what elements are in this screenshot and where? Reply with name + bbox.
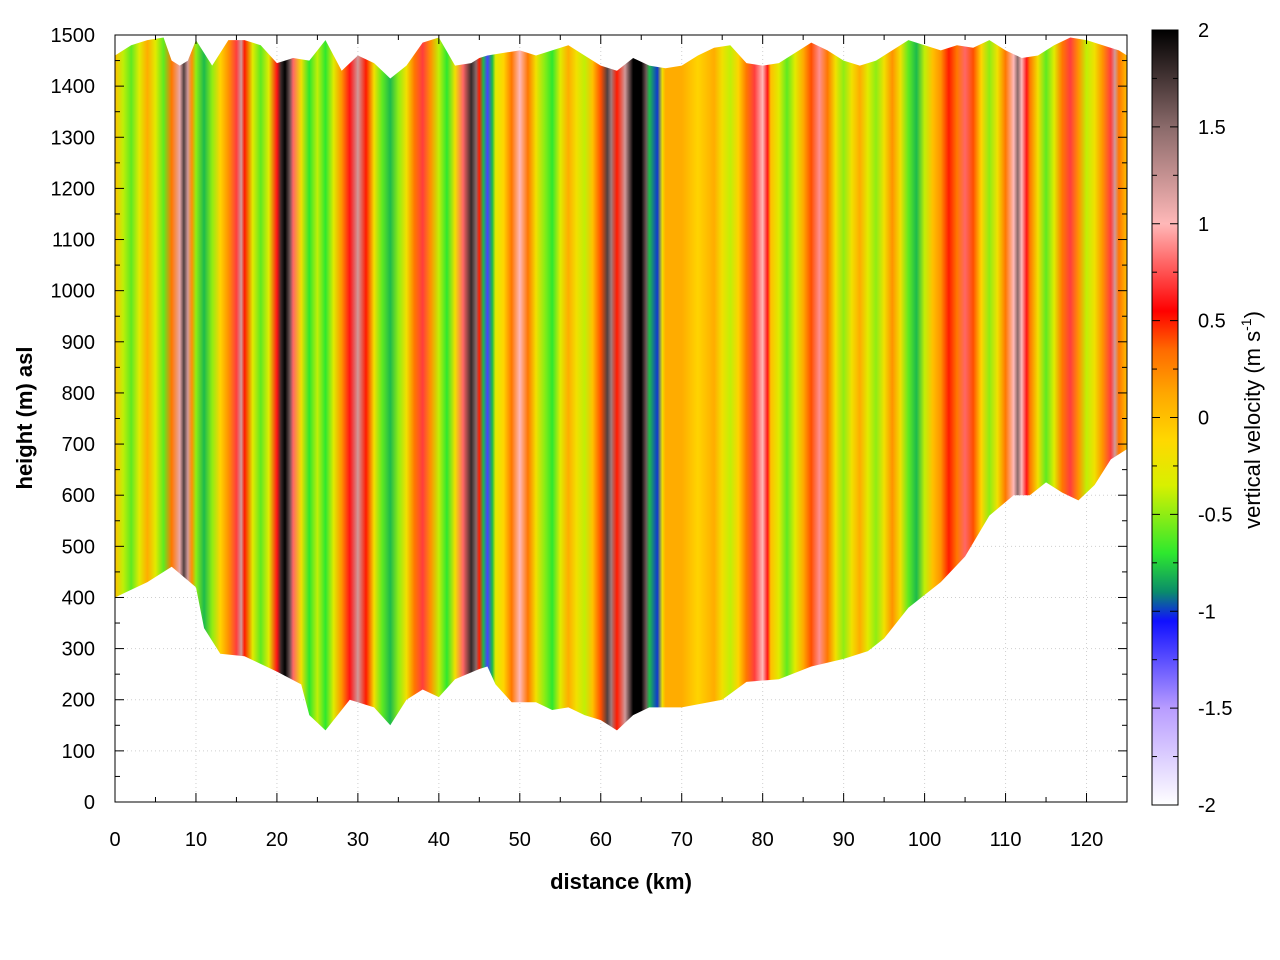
colorbar-tick-label: -0.5 [1198,504,1232,526]
y-axis: 0 100 200 300 400 500 600 700 800 900 1000 1100 1200… [51,25,1127,814]
y-axis-title: height (m) asl [12,346,37,489]
colorbar-tick-label: -1.5 [1198,698,1232,720]
x-tick-label: 40 [428,829,450,851]
x-tick-label: 20 [266,829,288,851]
colorbar-tick-label: 2 [1198,20,1209,42]
x-axis-title: distance (km) [550,869,692,894]
x-tick-label: 110 [990,829,1022,851]
x-tick-label: 90 [833,829,855,851]
x-axis: 0 10 20 30 40 50 60 70 80 90 100 110 120 [109,35,1103,851]
x-tick-label: 70 [671,829,693,851]
x-tick-label: 10 [185,829,207,851]
y-tick-label: 1400 [51,76,96,98]
y-tick-label: 600 [62,485,95,507]
y-tick-label: 1200 [51,178,96,200]
x-tick-label: 30 [347,829,369,851]
y-tick-label: 1000 [51,281,96,303]
colorbar-ticks: -2 -1.5 -1 -0.5 0 0.5 1 1.5 2 [1152,20,1232,817]
y-tick-label: 200 [62,690,95,712]
y-tick-label: 100 [62,741,95,763]
y-tick-label: 500 [62,536,95,558]
y-tick-label: 1100 [52,230,95,252]
colorbar-title-main: vertical velocity (m s [1240,331,1265,529]
y-tick-label: 800 [62,383,95,405]
colorbar-tick-label: 0 [1198,408,1209,430]
y-tick-label: 1300 [51,127,96,149]
x-tick-label: 100 [908,829,941,851]
x-tick-label: 60 [590,829,612,851]
y-tick-label: 700 [62,434,95,456]
colorbar-tick-label: 1.5 [1198,117,1226,139]
colorbar-tick-label: 0.5 [1198,311,1226,333]
x-tick-label: 0 [109,829,120,851]
y-tick-label: 400 [62,587,95,609]
y-tick-label: 300 [62,639,95,661]
y-tick-label: 0 [84,792,95,814]
colorbar-title-sup: -1 [1238,318,1254,331]
x-tick-label: 80 [752,829,774,851]
colorbar-title-close: ) [1240,311,1265,318]
colorbar-title: vertical velocity (m s-1) [1238,311,1265,529]
x-tick-label: 50 [509,829,531,851]
y-tick-label: 1500 [51,25,96,47]
x-tick-label: 120 [1070,829,1103,851]
colorbar-tick-label: -2 [1198,795,1216,817]
y-tick-label: 900 [62,332,95,354]
colorbar-tick-label: -1 [1198,601,1216,623]
colorbar-tick-label: 1 [1198,214,1209,236]
